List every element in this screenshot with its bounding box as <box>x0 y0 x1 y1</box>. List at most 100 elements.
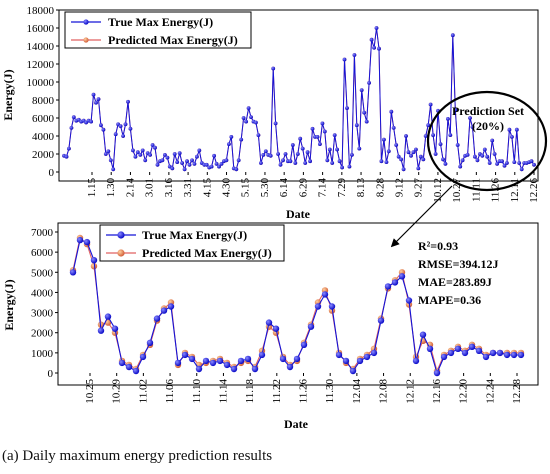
top-point-true <box>249 115 253 119</box>
bot-point-true <box>496 349 504 357</box>
bot-point-true <box>251 365 259 373</box>
bot-point-true <box>454 345 462 352</box>
top-point-true <box>369 37 374 42</box>
bot-point-true <box>223 361 231 369</box>
bot-y-tick-label: 2000 <box>31 328 54 340</box>
top-point-true <box>204 162 209 167</box>
top-legend-label-true: True Max Energy(J) <box>108 15 213 29</box>
top-point-true <box>327 147 332 152</box>
top-point-true <box>325 158 330 163</box>
top-point-true <box>239 137 244 142</box>
bot-point-true <box>181 351 189 359</box>
bottom-series-group <box>69 234 525 377</box>
top-point-true <box>423 134 428 138</box>
top-point-true <box>103 152 108 156</box>
top-x-tick-label: 1.15 <box>86 178 98 198</box>
top-point-true <box>150 143 155 147</box>
bot-y-tick-label: 0 <box>48 368 54 380</box>
bot-point-true <box>489 349 497 357</box>
bot-point-true <box>321 291 329 298</box>
top-point-true <box>300 146 305 151</box>
top-point-true <box>273 121 278 126</box>
top-point-true <box>421 157 426 162</box>
top-point-true <box>91 92 96 97</box>
top-point-true <box>283 152 288 156</box>
top-x-tick-label: 5.30 <box>259 178 271 198</box>
top-point-true <box>160 158 165 163</box>
caption-tag: (a) <box>2 448 19 464</box>
top-x-tick-label: 7.29 <box>336 178 348 198</box>
top-point-true <box>431 133 435 138</box>
top-x-tick-label: 9.27 <box>413 178 425 198</box>
top-point-true <box>401 167 406 172</box>
bot-point-true <box>265 319 273 326</box>
top-point-true <box>389 109 394 114</box>
bot-point-true <box>377 317 385 324</box>
top-point-true <box>165 155 170 160</box>
top-x-tick-label: 4.15 <box>201 178 213 198</box>
top-y-axis: 0 2000 4000 6000 8000 10000 12000 14000 16000 180… <box>27 5 59 179</box>
top-point-true <box>379 159 384 164</box>
top-point-true <box>507 127 512 132</box>
top-y-tick-label: 10000 <box>27 77 55 89</box>
top-point-true <box>485 154 490 159</box>
bot-point-true <box>419 331 427 338</box>
bot-point-true <box>230 365 238 373</box>
top-point-true <box>209 164 214 169</box>
top-point-true <box>480 153 485 158</box>
top-point-true <box>310 126 315 131</box>
top-point-true <box>455 143 460 147</box>
top-y-tick-label: 18000 <box>27 5 55 17</box>
top-point-true <box>460 158 465 163</box>
top-point-true <box>502 163 507 168</box>
top-point-true <box>468 116 472 120</box>
bot-point-true <box>363 353 371 361</box>
top-point-true <box>337 159 342 164</box>
bottom-chart: 0 1000 2000 3000 4000 5000 6000 7000 10.25 10.29… <box>2 222 539 431</box>
top-point-true <box>490 138 495 143</box>
bot-point-true <box>293 355 301 363</box>
top-point-true <box>443 162 448 166</box>
bot-x-tick-label: 11.10 <box>191 379 203 404</box>
bot-point-true <box>237 357 245 365</box>
top-point-true <box>197 148 202 153</box>
top-point-true <box>384 160 389 165</box>
top-point-true <box>224 158 229 163</box>
top-point-true <box>416 166 421 171</box>
bot-point-true <box>468 343 476 350</box>
top-point-true <box>187 162 192 167</box>
top-chart: 0 2000 4000 6000 8000 10000 12000 14000 16000 180… <box>1 5 548 248</box>
bottom-legend-marker-true <box>117 231 125 239</box>
bot-point-true <box>258 351 266 359</box>
top-point-true <box>278 162 283 167</box>
top-point-true <box>517 161 522 165</box>
top-point-true <box>453 108 458 112</box>
top-point-true <box>113 132 118 137</box>
top-point-true <box>214 162 219 166</box>
top-point-true <box>367 81 371 85</box>
top-point-true <box>227 142 231 147</box>
bot-x-tick-label: 11.26 <box>298 379 310 404</box>
bot-point-true <box>279 355 287 363</box>
bot-y-tick-label: 6000 <box>31 247 54 259</box>
bot-x-tick-label: 12.24 <box>484 379 496 404</box>
top-legend-box <box>64 11 252 49</box>
top-point-true <box>118 124 123 128</box>
bot-point-true <box>209 359 217 367</box>
top-y-axis-label: Energy(J) <box>1 69 15 120</box>
top-x-tick-label: 10.12 <box>432 178 444 203</box>
top-point-true <box>261 153 266 157</box>
bot-point-true <box>244 355 252 363</box>
top-point-true <box>347 164 352 169</box>
bot-point-true <box>370 349 378 357</box>
top-point-true <box>352 53 357 57</box>
top-point-true <box>172 152 177 156</box>
top-point-true <box>140 148 145 153</box>
top-point-true <box>315 135 320 139</box>
top-point-true <box>359 88 364 92</box>
top-point-true <box>94 100 98 105</box>
top-point-true <box>71 115 76 119</box>
prediction-set-ellipse <box>426 90 548 192</box>
top-series-line-true <box>63 27 535 170</box>
